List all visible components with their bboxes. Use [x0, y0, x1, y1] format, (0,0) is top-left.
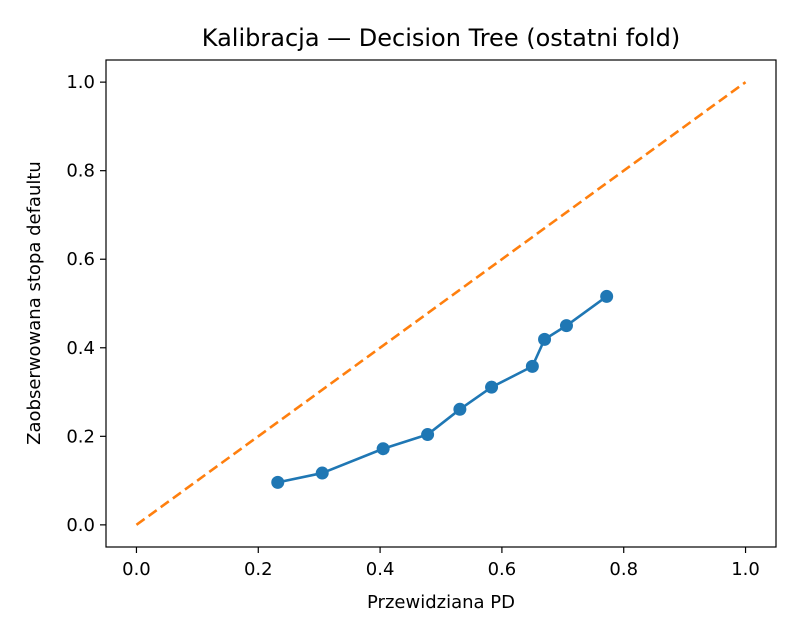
x-axis: 0.0 0.2 0.4 0.6 0.8 1.0: [122, 547, 760, 580]
data-point: [485, 380, 499, 394]
data-point: [559, 319, 573, 333]
x-tick-label: 0.2: [244, 559, 273, 580]
x-tick-label: 0.6: [488, 559, 517, 580]
x-tick-label: 0.0: [122, 559, 151, 580]
series-line-1: [135, 81, 747, 526]
data-point: [525, 359, 539, 373]
x-tick-label: 0.4: [366, 559, 395, 580]
data-point: [376, 442, 390, 456]
data-point: [271, 475, 285, 489]
data-point: [538, 332, 552, 346]
x-tick-label: 1.0: [731, 559, 760, 580]
x-tick-label: 0.8: [609, 559, 638, 580]
x-axis-label: Przewidziana PD: [367, 592, 515, 613]
y-tick-label: 0.0: [66, 515, 95, 536]
data-point: [315, 466, 329, 480]
y-axis: 0.0 0.2 0.4 0.6 0.8 1.0: [66, 72, 106, 536]
series-line-0: [277, 295, 608, 484]
data-point: [421, 428, 435, 442]
y-axis-label: Zaobserwowana stopa defaultu: [24, 161, 45, 445]
y-tick-label: 1.0: [66, 72, 95, 93]
y-tick-label: 0.4: [66, 338, 95, 359]
series-layer: [135, 81, 747, 526]
series-0: [271, 289, 614, 489]
y-tick-label: 0.2: [66, 426, 95, 447]
data-point: [453, 402, 467, 416]
y-tick-label: 0.6: [66, 249, 95, 270]
y-tick-label: 0.8: [66, 161, 95, 182]
chart-title: Kalibracja — Decision Tree (ostatni fold…: [202, 24, 680, 52]
plot-frame: [105, 59, 777, 548]
data-point: [600, 289, 614, 303]
series-1: [135, 81, 747, 526]
